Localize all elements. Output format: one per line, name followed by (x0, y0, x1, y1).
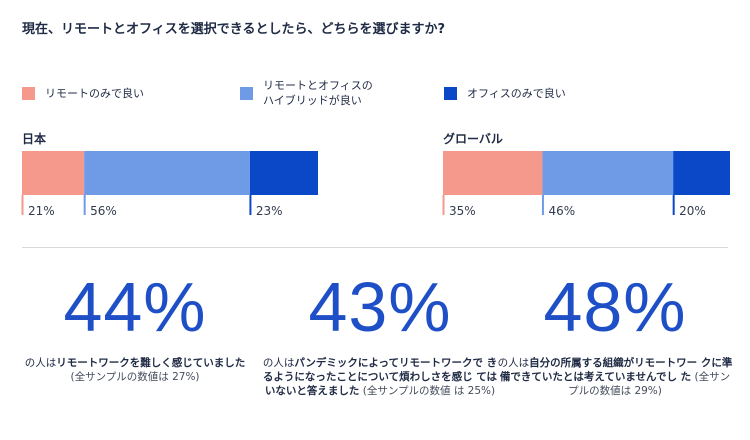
legend-swatch-remote (22, 87, 35, 100)
legend-swatch-hybrid (240, 86, 253, 100)
stat-block-2: 43% の人はパンデミックによってリモートワークで きるようになったことについて… (260, 272, 500, 398)
bar-japan-1 (22, 151, 85, 195)
stat-sub-2: (全サンプルの数値 は 25%) (362, 385, 496, 397)
stacked-bar-charts: 21% 56% 23% 35% 46% 20% (21, 151, 730, 218)
bar-japan-2 (84, 151, 250, 195)
stat-block-1: 44% の人はリモートワークを難しく感じていました (全サンプルの数値は 27%… (15, 272, 255, 384)
bar-global-2 (542, 151, 674, 195)
bar-global-3 (673, 151, 730, 195)
chart-title: 現在、リモートとオフィスを選択できるとしたら、どちらを選びますか? (22, 22, 446, 37)
stat-text-2: の人はパンデミックによってリモートワークで きるようになったことについて煩わしさ… (260, 356, 500, 398)
region-label-japan: 日本 (22, 132, 47, 146)
legend-label-remote: リモートのみで良い (45, 87, 144, 100)
data-label-global-3: 20% (679, 204, 706, 218)
stat-text-1: の人はリモートワークを難しく感じていました (全サンプルの数値は 27%) (15, 356, 255, 384)
legend-item-remote: リモートのみで良い (22, 86, 144, 101)
stat-prefix-1: の人は (24, 357, 57, 369)
data-label-japan-2: 56% (90, 204, 117, 218)
stat-bold-2: パンデミックによってリモートワークで きるようになったことについて煩わしさを感じ… (262, 357, 498, 397)
stat-value-1: 44% (63, 268, 207, 346)
stat-prefix-3: の人は (497, 357, 530, 369)
stat-sub-3: (全サンプルの数値は 29%) (568, 371, 731, 397)
stacked-bar-japan: 21% 56% 23% (21, 151, 318, 218)
stat-value-3: 48% (543, 268, 687, 346)
bar-global-1 (443, 151, 543, 195)
stat-text-3: の人は自分の所属する組織がリモートワー クに準備できていたとは考えていませんでし… (495, 356, 735, 398)
data-label-global-2: 46% (548, 204, 575, 218)
bar-japan-3 (249, 151, 318, 195)
section-divider (22, 247, 728, 248)
stacked-bar-global: 35% 46% 20% (442, 151, 730, 218)
data-label-japan-1: 21% (28, 204, 55, 218)
stat-value-2: 43% (308, 268, 452, 346)
legend-swatch-office (444, 87, 457, 100)
stat-bold-3: 自分の所属する組織がリモートワー クに準備できていたとは考えていませんでし た (499, 357, 733, 383)
legend: リモートのみで良い リモートとオフィスの ハイブリッドが良い オフィスのみで良い (22, 79, 722, 118)
legend-label-office: オフィスのみで良い (467, 87, 566, 100)
data-label-global-1: 35% (449, 204, 476, 218)
data-label-japan-3: 23% (256, 204, 283, 218)
region-label-global: グローバル (443, 132, 503, 146)
legend-item-hybrid: リモートとオフィスの ハイブリッドが良い (240, 78, 373, 108)
stat-block-3: 48% の人は自分の所属する組織がリモートワー クに準備できていたとは考えていま… (495, 272, 735, 398)
stat-sub-1: (全サンプルの数値は 27%) (70, 371, 200, 383)
legend-item-office: オフィスのみで良い (444, 86, 566, 101)
stat-bold-1: リモートワークを難しく感じていました (56, 357, 246, 369)
legend-label-hybrid: リモートとオフィスの ハイブリッドが良い (263, 79, 373, 107)
stat-prefix-2: の人は (262, 357, 295, 369)
